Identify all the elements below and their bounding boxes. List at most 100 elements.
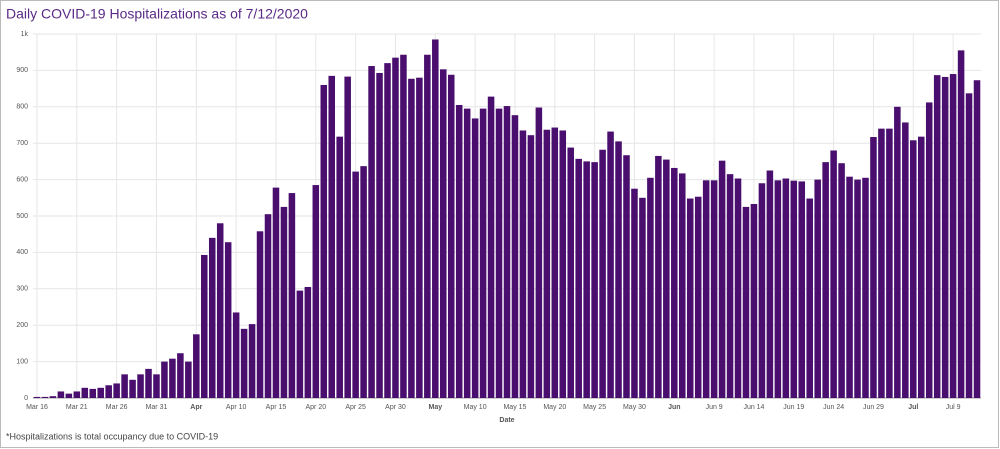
y-tick-label: 0 xyxy=(24,395,28,402)
y-tick-label: 1k xyxy=(21,31,29,38)
bar xyxy=(503,106,511,399)
x-axis-label: Date xyxy=(499,417,514,424)
bar xyxy=(591,162,598,398)
bar xyxy=(256,231,264,398)
bar xyxy=(623,155,630,398)
bar xyxy=(631,188,638,398)
bar xyxy=(161,361,168,398)
bar xyxy=(575,158,582,398)
bar xyxy=(344,76,351,398)
chart-title: Daily COVID-19 Hospitalizations as of 7/… xyxy=(6,6,308,22)
bar xyxy=(368,66,375,399)
bar xyxy=(583,161,590,398)
bar xyxy=(264,214,272,398)
x-tick-label: Mar 16 xyxy=(26,404,48,411)
bar xyxy=(671,167,678,398)
x-tick-label: Jun 29 xyxy=(863,404,884,411)
bar xyxy=(774,180,782,398)
bar xyxy=(153,374,160,398)
bar xyxy=(33,396,41,398)
bar xyxy=(73,391,81,398)
bar xyxy=(663,159,670,398)
x-tick-label: Jul 9 xyxy=(946,404,961,411)
bar xyxy=(272,187,280,398)
x-tick-label: May 10 xyxy=(464,404,487,411)
bar xyxy=(201,254,208,398)
bar xyxy=(647,177,654,398)
bar xyxy=(519,130,527,398)
bar xyxy=(495,108,503,399)
bar xyxy=(384,63,391,399)
bar xyxy=(432,39,439,399)
bar xyxy=(551,127,559,398)
bar xyxy=(886,128,893,398)
x-tick-label: May 30 xyxy=(623,404,646,411)
bar xyxy=(97,387,104,398)
bar xyxy=(471,118,479,398)
x-tick-label: May 20 xyxy=(543,404,566,411)
x-tick-label: Jun 19 xyxy=(783,404,804,411)
bar xyxy=(607,131,614,398)
bar xyxy=(479,108,487,399)
x-tick-label: Jun xyxy=(668,404,680,411)
x-tick-label: Jun 24 xyxy=(823,404,844,411)
bar xyxy=(854,179,861,398)
x-tick-label: Mar 31 xyxy=(146,404,168,411)
bar xyxy=(193,334,200,398)
x-tick-label: Jul xyxy=(908,404,918,411)
bar xyxy=(686,198,694,398)
bar xyxy=(455,104,463,398)
bar xyxy=(416,77,423,399)
bar xyxy=(941,76,949,399)
bar xyxy=(113,383,120,398)
bar xyxy=(185,361,192,398)
bar xyxy=(782,178,790,398)
bar xyxy=(360,166,367,398)
bar xyxy=(639,197,646,398)
bar xyxy=(543,129,551,398)
bar xyxy=(41,396,49,398)
bar xyxy=(463,108,471,399)
bar xyxy=(742,206,750,398)
bar xyxy=(750,203,758,398)
bar xyxy=(129,379,136,398)
bar xyxy=(304,286,312,398)
bar xyxy=(878,128,885,398)
bar xyxy=(766,170,774,398)
bar xyxy=(655,155,662,398)
bar xyxy=(902,122,909,399)
bar xyxy=(838,163,845,398)
y-tick-label: 700 xyxy=(16,140,28,147)
y-tick-label: 200 xyxy=(16,322,28,329)
bar xyxy=(567,147,574,398)
bar xyxy=(726,174,734,398)
bar xyxy=(678,173,686,398)
bar xyxy=(814,179,821,398)
y-tick-label: 300 xyxy=(16,286,28,293)
bar xyxy=(336,136,343,398)
bar xyxy=(352,171,359,398)
bar xyxy=(822,162,829,398)
bar xyxy=(702,180,710,398)
bar xyxy=(790,180,798,398)
bar xyxy=(917,136,925,398)
y-tick-label: 600 xyxy=(16,176,28,183)
bar xyxy=(949,74,957,398)
y-tick-label: 400 xyxy=(16,249,28,256)
bar xyxy=(965,93,973,398)
bar xyxy=(224,242,232,398)
bar xyxy=(870,137,877,398)
x-tick-label: Jun 14 xyxy=(743,404,764,411)
bar xyxy=(535,107,543,398)
bar xyxy=(137,374,144,398)
bar xyxy=(718,160,726,398)
bar xyxy=(511,115,519,398)
bar xyxy=(145,368,152,398)
bar xyxy=(208,237,216,398)
bar xyxy=(105,385,112,398)
bar xyxy=(288,193,296,398)
bar xyxy=(408,78,415,398)
x-tick-label: May xyxy=(428,404,442,411)
x-tick-label: Apr 10 xyxy=(226,404,247,411)
